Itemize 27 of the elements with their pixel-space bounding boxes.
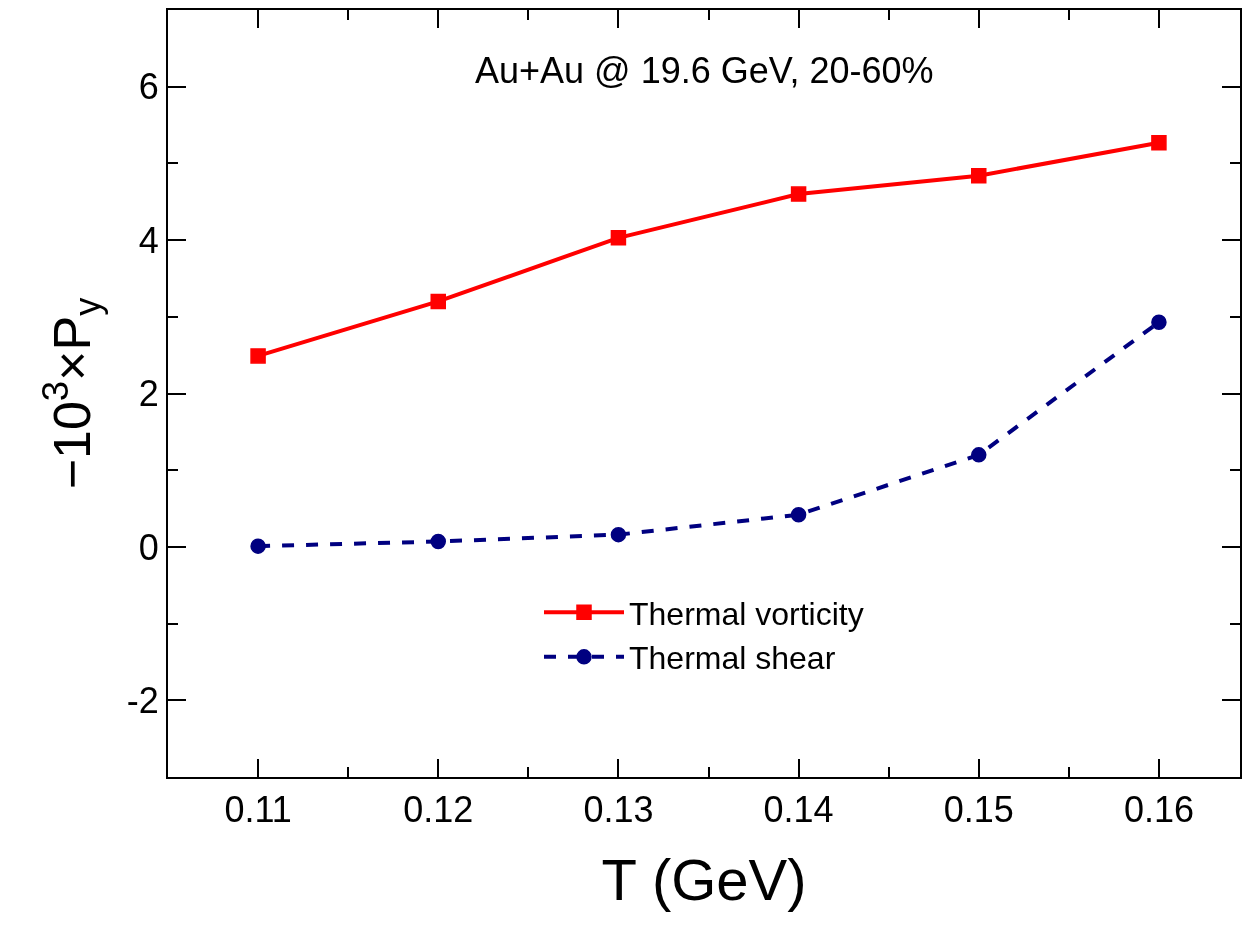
point	[790, 506, 807, 523]
point	[610, 230, 627, 246]
annotation: Au+Au @ 19.6 GeV, 20-60%	[475, 50, 934, 91]
point	[971, 167, 987, 184]
x-tick-label: 0.13	[583, 789, 654, 831]
point	[430, 533, 446, 550]
point	[610, 526, 627, 543]
x-axis-title: T (GeV)	[601, 846, 807, 912]
y-tick-label: -2	[126, 679, 159, 721]
y-tick-label: 2	[138, 373, 159, 415]
point	[430, 293, 446, 310]
point	[1151, 314, 1167, 330]
y-tick-label: 4	[138, 219, 159, 261]
x-tick-label: 0.16	[1123, 789, 1194, 831]
point	[250, 538, 266, 554]
point	[250, 348, 266, 364]
x-tick-label: 0.11	[224, 789, 292, 831]
y-tick-label: 0	[138, 526, 159, 568]
x-tick-label: 0.12	[403, 789, 474, 831]
x-tick-label: 0.15	[943, 789, 1014, 831]
point	[1151, 134, 1167, 151]
point	[790, 186, 807, 202]
x-tick-label: 0.14	[763, 789, 834, 831]
y-tick-label: 6	[138, 66, 159, 108]
legend-label: Thermal shear	[629, 640, 836, 677]
legend-label: Thermal vorticity	[629, 595, 864, 632]
point	[971, 447, 987, 463]
